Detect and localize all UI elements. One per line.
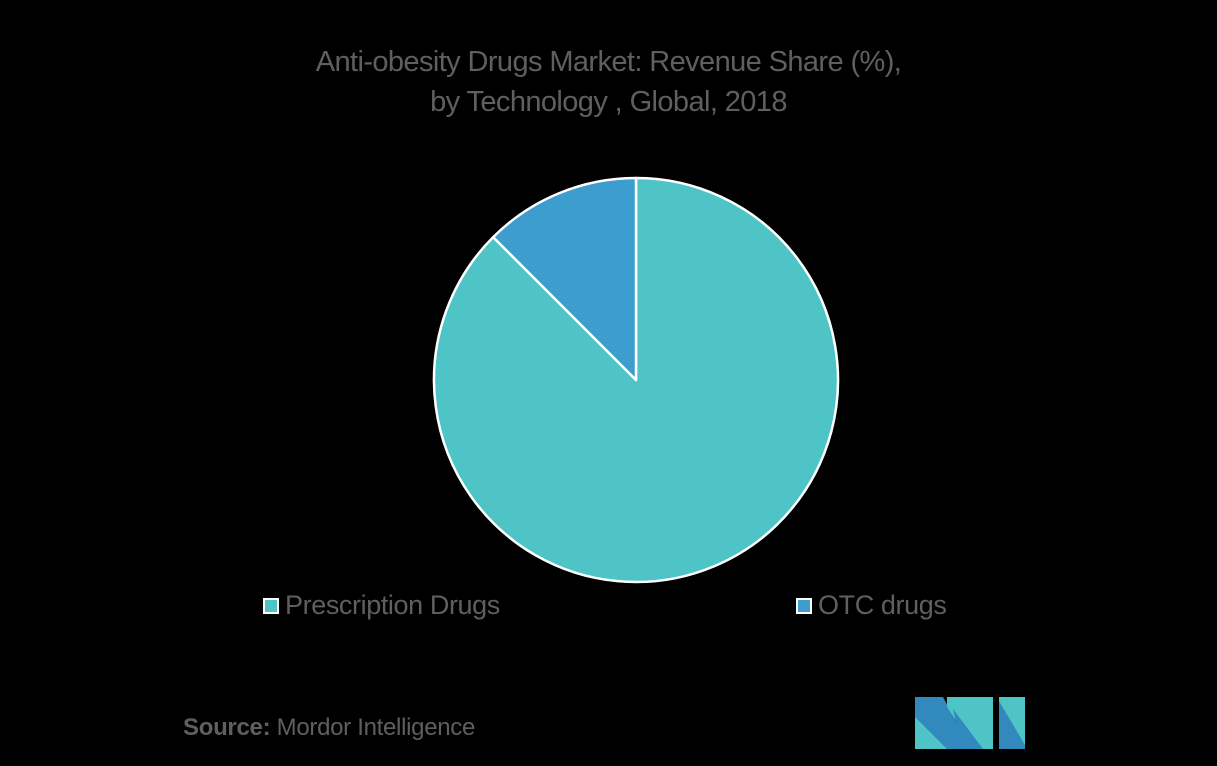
source-value: Mordor Intelligence	[276, 714, 476, 741]
pie-slice-otc-drugs	[491, 176, 638, 382]
mordor-intelligence-logo-icon	[915, 697, 1025, 749]
source-label: Source:	[183, 714, 271, 741]
legend-label: OTC drugs	[818, 590, 947, 620]
source-note: Source: Mordor Intelligence	[183, 714, 475, 742]
legend-label: Prescription Drugs	[285, 590, 500, 620]
chart-title-line-1: Anti-obesity Drugs Market: Revenue Share…	[315, 46, 902, 78]
chart-title-line-2: by Technology , Global, 2018	[430, 86, 787, 118]
legend-swatch-icon	[263, 597, 279, 614]
legend-item-otc-drugs: OTC drugs	[796, 590, 947, 621]
chart-title: Anti-obesity Drugs Market: Revenue Share…	[0, 42, 1217, 122]
legend-item-prescription-drugs: Prescription Drugs	[263, 590, 500, 621]
legend-swatch-icon	[796, 597, 812, 614]
